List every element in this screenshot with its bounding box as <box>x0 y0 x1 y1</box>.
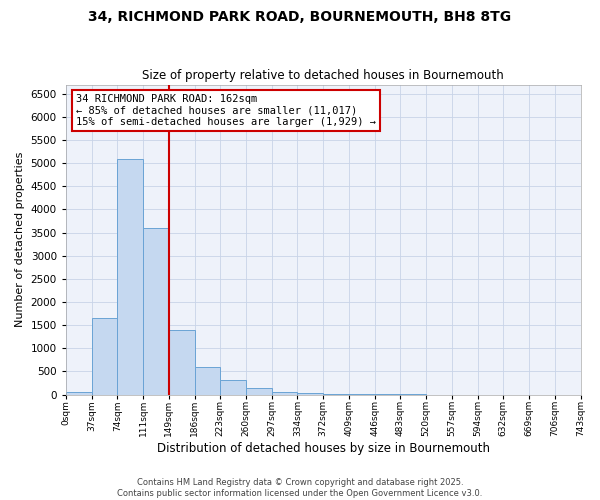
Bar <box>220 380 246 394</box>
Bar <box>66 392 92 394</box>
Bar <box>194 367 220 394</box>
Bar <box>92 318 118 394</box>
Bar <box>272 392 298 394</box>
Bar <box>298 393 323 394</box>
Text: Contains HM Land Registry data © Crown copyright and database right 2025.
Contai: Contains HM Land Registry data © Crown c… <box>118 478 482 498</box>
Bar <box>118 158 143 394</box>
Title: Size of property relative to detached houses in Bournemouth: Size of property relative to detached ho… <box>142 69 504 82</box>
Text: 34, RICHMOND PARK ROAD, BOURNEMOUTH, BH8 8TG: 34, RICHMOND PARK ROAD, BOURNEMOUTH, BH8… <box>88 10 512 24</box>
Bar <box>143 228 169 394</box>
Y-axis label: Number of detached properties: Number of detached properties <box>15 152 25 327</box>
Bar <box>246 388 272 394</box>
Text: 34 RICHMOND PARK ROAD: 162sqm
← 85% of detached houses are smaller (11,017)
15% : 34 RICHMOND PARK ROAD: 162sqm ← 85% of d… <box>76 94 376 127</box>
Bar <box>169 330 194 394</box>
X-axis label: Distribution of detached houses by size in Bournemouth: Distribution of detached houses by size … <box>157 442 490 455</box>
